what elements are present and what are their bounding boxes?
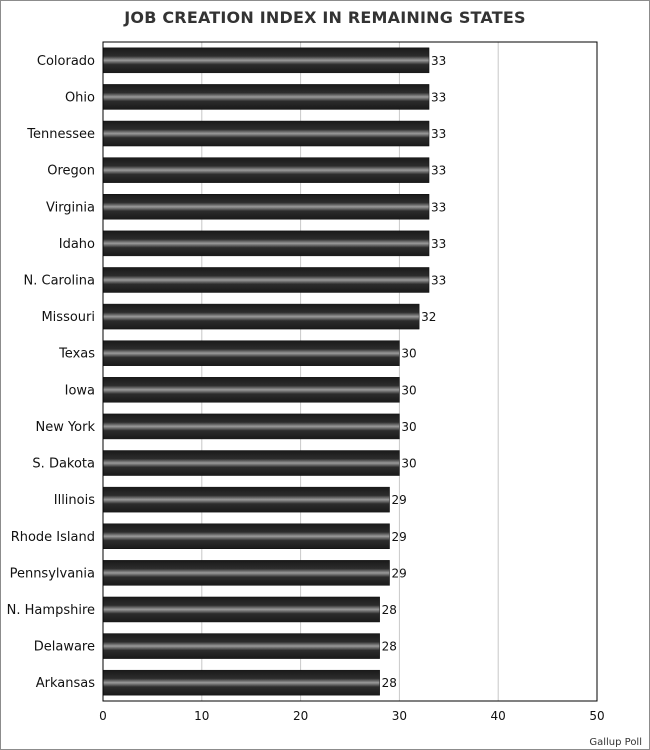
category-label: Tennessee (26, 127, 95, 142)
category-label: Virginia (46, 200, 95, 215)
data-label: 33 (431, 237, 446, 251)
data-label: 30 (401, 457, 416, 471)
category-label: Rhode Island (11, 530, 95, 545)
category-label: N. Hampshire (7, 603, 95, 618)
bar (102, 303, 420, 330)
bar (102, 267, 430, 293)
category-label: Arkansas (36, 676, 95, 691)
data-label: 28 (382, 676, 397, 690)
category-label: Pennsylvania (10, 566, 95, 581)
data-label: 33 (431, 54, 446, 68)
bar (102, 486, 390, 513)
bar (102, 194, 430, 220)
bar (102, 47, 430, 74)
category-label: Oregon (47, 164, 95, 179)
category-label: Illinois (54, 493, 95, 508)
bar (102, 120, 430, 147)
data-label: 29 (392, 530, 407, 544)
source-note: Gallup Poll (589, 737, 642, 748)
category-label: New York (35, 420, 95, 435)
data-label: 29 (392, 566, 407, 580)
bar (102, 596, 380, 623)
plot-area-border (102, 41, 598, 702)
category-label: Colorado (37, 54, 95, 69)
data-label: 29 (392, 493, 407, 507)
bar (102, 633, 380, 659)
data-label: 30 (401, 347, 416, 361)
category-label: Missouri (41, 310, 95, 325)
bar (102, 230, 430, 257)
bar (102, 560, 390, 586)
chart-title: JOB CREATION INDEX IN REMAINING STATES (124, 8, 526, 27)
bar (102, 84, 430, 110)
category-label: Texas (58, 347, 95, 362)
x-tick-label: 10 (194, 709, 209, 723)
data-label: 30 (401, 420, 416, 434)
bar (102, 340, 400, 366)
x-tick-label: 30 (392, 709, 407, 723)
x-tick-label: 0 (99, 709, 107, 723)
data-label: 32 (421, 310, 436, 324)
x-tick-label: 50 (589, 709, 604, 723)
x-tick-label: 20 (293, 709, 308, 723)
category-label: Ohio (65, 90, 95, 105)
category-label: Delaware (34, 640, 95, 655)
bar (102, 157, 430, 183)
bar (102, 669, 380, 696)
data-label: 33 (431, 127, 446, 141)
category-label: N. Carolina (24, 273, 95, 288)
bar (102, 450, 400, 476)
data-label: 33 (431, 200, 446, 214)
data-label: 30 (401, 383, 416, 397)
data-label: 28 (382, 603, 397, 617)
data-label: 33 (431, 164, 446, 178)
category-label: Idaho (59, 237, 95, 252)
data-label: 33 (431, 273, 446, 287)
data-label: 33 (431, 90, 446, 104)
bar (102, 377, 400, 403)
bar (102, 523, 390, 549)
bar (102, 413, 400, 440)
data-label: 28 (382, 640, 397, 654)
x-tick-label: 40 (491, 709, 506, 723)
category-label: Iowa (65, 383, 95, 398)
category-label: S. Dakota (32, 457, 95, 472)
